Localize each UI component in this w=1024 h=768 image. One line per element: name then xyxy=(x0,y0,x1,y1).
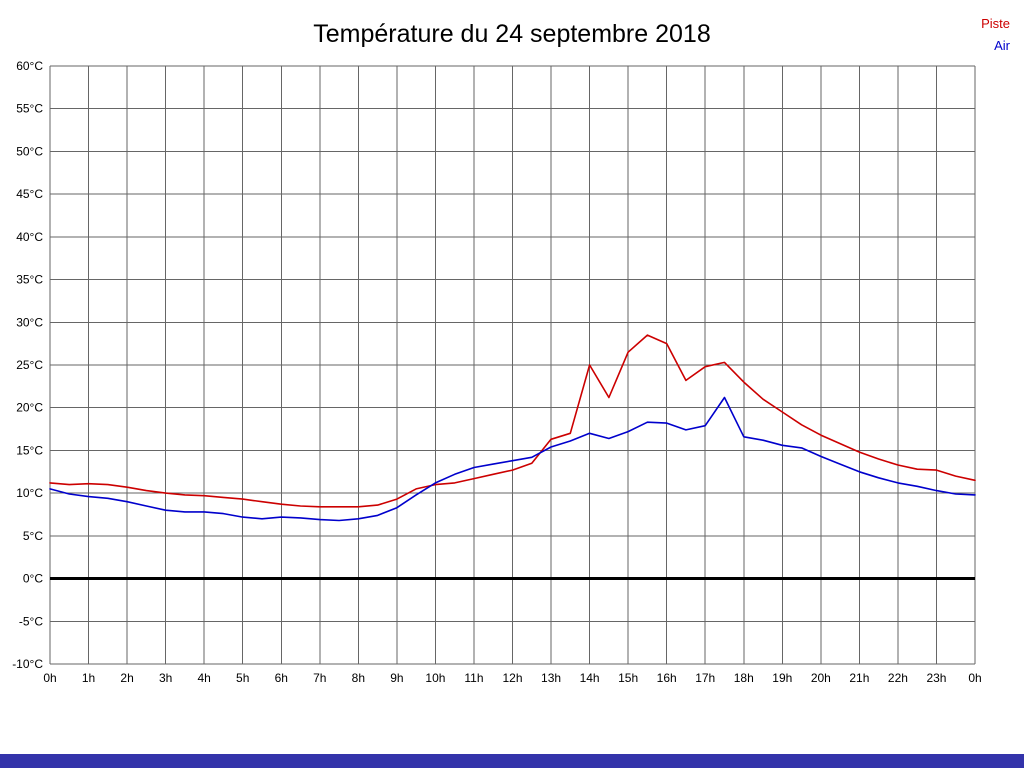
legend-item-air: Air xyxy=(994,38,1010,54)
svg-text:-10°C: -10°C xyxy=(12,657,43,671)
svg-text:18h: 18h xyxy=(734,671,754,685)
svg-text:0h: 0h xyxy=(968,671,981,685)
svg-text:0°C: 0°C xyxy=(23,572,43,586)
svg-text:16h: 16h xyxy=(657,671,677,685)
svg-text:-5°C: -5°C xyxy=(19,614,43,628)
svg-text:20h: 20h xyxy=(811,671,831,685)
svg-text:50°C: 50°C xyxy=(16,144,43,158)
svg-text:15h: 15h xyxy=(618,671,638,685)
svg-text:30°C: 30°C xyxy=(16,315,43,329)
svg-text:19h: 19h xyxy=(772,671,792,685)
svg-text:22h: 22h xyxy=(888,671,908,685)
svg-text:45°C: 45°C xyxy=(16,187,43,201)
svg-text:35°C: 35°C xyxy=(16,273,43,287)
svg-text:40°C: 40°C xyxy=(16,230,43,244)
svg-text:21h: 21h xyxy=(849,671,869,685)
chart-legend: Piste Air xyxy=(981,13,1010,57)
svg-text:4h: 4h xyxy=(197,671,210,685)
svg-text:10h: 10h xyxy=(425,671,445,685)
chart-title: Température du 24 septembre 2018 xyxy=(313,20,711,48)
svg-text:15°C: 15°C xyxy=(16,443,43,457)
svg-text:25°C: 25°C xyxy=(16,358,43,372)
svg-text:3h: 3h xyxy=(159,671,172,685)
svg-text:6h: 6h xyxy=(275,671,288,685)
svg-text:20°C: 20°C xyxy=(16,401,43,415)
legend-item-piste: Piste xyxy=(981,16,1010,31)
footer-bar xyxy=(0,754,1024,768)
svg-text:5h: 5h xyxy=(236,671,249,685)
svg-text:13h: 13h xyxy=(541,671,561,685)
svg-text:14h: 14h xyxy=(580,671,600,685)
svg-text:55°C: 55°C xyxy=(16,102,43,116)
svg-text:5°C: 5°C xyxy=(23,529,43,543)
svg-text:60°C: 60°C xyxy=(16,59,43,73)
svg-text:17h: 17h xyxy=(695,671,715,685)
svg-text:9h: 9h xyxy=(390,671,403,685)
svg-text:7h: 7h xyxy=(313,671,326,685)
svg-text:23h: 23h xyxy=(926,671,946,685)
svg-text:10°C: 10°C xyxy=(16,486,43,500)
svg-text:11h: 11h xyxy=(464,671,483,685)
svg-text:2h: 2h xyxy=(120,671,133,685)
svg-text:12h: 12h xyxy=(502,671,522,685)
svg-text:8h: 8h xyxy=(352,671,365,685)
temperature-chart: 60°C 55°C 50°C 45°C 40°C 35°C 30°C 25°C 20°C 15°C… xyxy=(12,59,981,685)
svg-text:1h: 1h xyxy=(82,671,95,685)
svg-text:0h: 0h xyxy=(43,671,56,685)
